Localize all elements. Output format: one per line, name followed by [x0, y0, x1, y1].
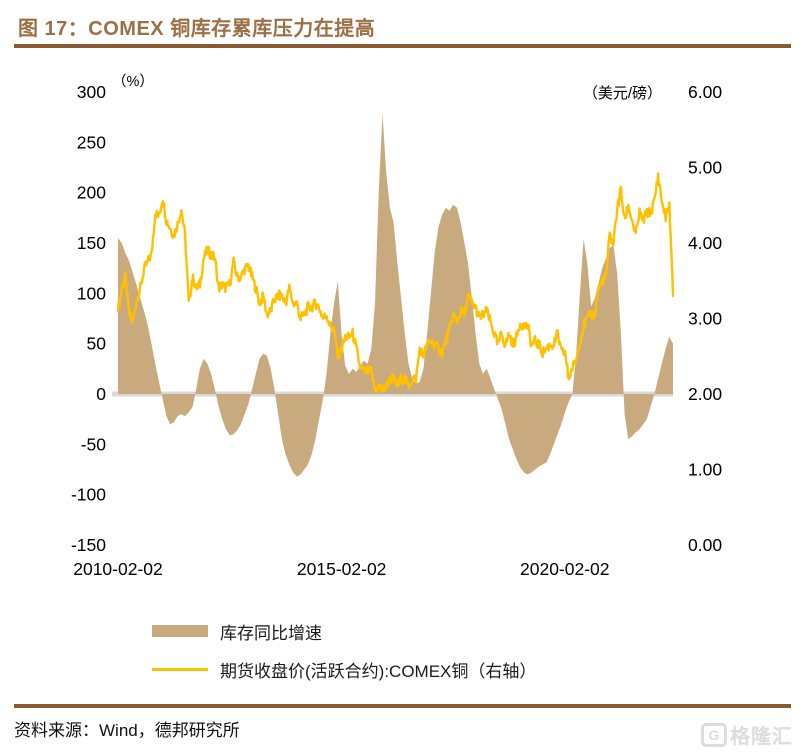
figure-title: 图 17：COMEX 铜库存累库压力在提高 [18, 18, 376, 40]
x-axis-tick-label: 2015-02-02 [297, 559, 387, 579]
right-axis-tick-label: 4.00 [688, 233, 722, 253]
right-axis-tick-label: 5.00 [688, 158, 722, 178]
left-axis-tick-label: -50 [81, 434, 107, 454]
x-axis-tick-label: 2020-02-02 [520, 559, 610, 579]
left-axis-tick-label: 0 [96, 384, 106, 404]
left-axis-tick-label: 50 [87, 334, 107, 354]
inventory-area-series [118, 114, 673, 477]
chart: 300 250 200 150 100 50 0 -50 -100 -150 6.00 5.00 4.0… [71, 73, 722, 579]
legend-label-price: 期货收盘价(活跃合约):COMEX铜（右轴） [220, 661, 537, 681]
left-axis-tick-label: -100 [71, 485, 106, 505]
legend-swatch-price-line [152, 667, 208, 671]
right-axis-unit-label: （美元/磅） [583, 85, 662, 102]
title-rule [14, 44, 791, 48]
legend-item-price: 期货收盘价(活跃合约):COMEX铜（右轴） [152, 650, 536, 688]
copper-price-line-series [116, 172, 675, 394]
legend-label-inventory: 库存同比增速 [220, 623, 322, 643]
right-axis-tick-label: 3.00 [688, 309, 722, 329]
right-axis-tick-label: 2.00 [688, 384, 722, 404]
right-axis-tick-label: 0.00 [688, 535, 722, 555]
left-axis-tick-label: 200 [77, 183, 106, 203]
gelonghui-logo-icon: G [701, 722, 727, 747]
left-axis-tick-label: 100 [77, 283, 106, 303]
left-axis-tick-label: 250 [77, 132, 106, 152]
x-axis-tick-label: 2010-02-02 [73, 559, 163, 579]
left-axis-tick-label: 300 [77, 82, 106, 102]
source-text: 资料来源：Wind，德邦研究所 [14, 721, 240, 740]
left-axis-unit-label: （%） [112, 73, 154, 90]
gelonghui-watermark: G 格隆汇 [701, 720, 793, 749]
left-axis-tick-label: 150 [77, 233, 106, 253]
footer-rule [14, 704, 791, 708]
left-axis-tick-label: -150 [71, 535, 106, 555]
right-axis-tick-label: 1.00 [688, 460, 722, 480]
legend: 库存同比增速 期货收盘价(活跃合约):COMEX铜（右轴） [152, 612, 536, 688]
gelonghui-watermark-text: 格隆汇 [730, 726, 793, 748]
right-axis-tick-label: 6.00 [688, 82, 722, 102]
legend-swatch-inventory-area [152, 625, 208, 637]
legend-item-inventory: 库存同比增速 [152, 612, 536, 650]
